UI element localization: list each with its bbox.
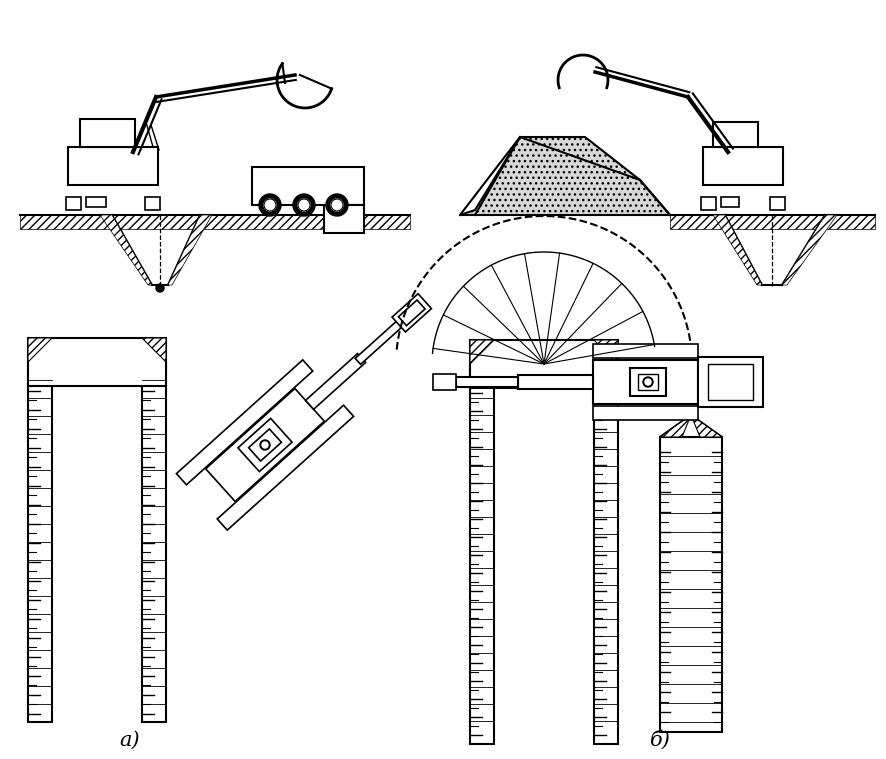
Bar bbox=[703, 147, 782, 185]
Bar bbox=[707, 364, 752, 400]
Circle shape bbox=[298, 199, 309, 211]
Bar bbox=[712, 122, 758, 147]
Bar bbox=[142, 362, 166, 722]
Bar bbox=[86, 197, 106, 207]
Bar bbox=[455, 377, 517, 387]
Circle shape bbox=[264, 199, 276, 211]
Bar bbox=[594, 364, 618, 744]
Bar bbox=[306, 354, 365, 409]
Bar bbox=[700, 197, 715, 210]
Polygon shape bbox=[781, 215, 836, 285]
Polygon shape bbox=[659, 415, 721, 437]
Polygon shape bbox=[690, 415, 721, 437]
Bar bbox=[629, 368, 665, 396]
Polygon shape bbox=[460, 137, 669, 215]
Bar bbox=[720, 197, 738, 207]
Bar bbox=[697, 357, 762, 407]
Bar bbox=[593, 344, 697, 358]
Bar bbox=[659, 437, 721, 732]
Circle shape bbox=[260, 440, 269, 450]
Bar bbox=[252, 167, 363, 205]
Polygon shape bbox=[142, 338, 166, 362]
Circle shape bbox=[259, 194, 281, 216]
Circle shape bbox=[261, 442, 268, 448]
Bar bbox=[323, 205, 363, 233]
Circle shape bbox=[330, 199, 343, 211]
Bar bbox=[144, 197, 159, 210]
Bar bbox=[470, 340, 618, 388]
Polygon shape bbox=[712, 215, 761, 285]
Polygon shape bbox=[669, 215, 874, 229]
Polygon shape bbox=[100, 215, 152, 285]
Bar bbox=[66, 197, 81, 210]
Bar bbox=[206, 389, 324, 502]
Bar bbox=[68, 147, 158, 185]
Circle shape bbox=[642, 377, 652, 387]
Bar bbox=[769, 197, 784, 210]
Bar bbox=[237, 418, 291, 471]
Bar bbox=[593, 360, 697, 404]
Bar bbox=[593, 406, 697, 420]
Polygon shape bbox=[20, 215, 409, 229]
Bar bbox=[217, 405, 354, 530]
Polygon shape bbox=[28, 338, 52, 362]
Bar bbox=[398, 300, 424, 326]
Bar bbox=[637, 374, 657, 390]
Circle shape bbox=[644, 379, 650, 385]
Bar bbox=[432, 374, 455, 390]
Bar bbox=[28, 338, 166, 386]
Text: а): а) bbox=[120, 730, 140, 749]
Polygon shape bbox=[594, 340, 618, 364]
Bar bbox=[392, 294, 431, 332]
Bar bbox=[470, 364, 494, 744]
Circle shape bbox=[292, 194, 315, 216]
Polygon shape bbox=[659, 415, 690, 437]
Bar bbox=[354, 318, 405, 364]
Polygon shape bbox=[167, 215, 212, 285]
Text: б): б) bbox=[649, 730, 670, 750]
Polygon shape bbox=[470, 340, 494, 364]
Circle shape bbox=[326, 194, 347, 216]
Circle shape bbox=[156, 284, 164, 292]
Bar bbox=[517, 375, 593, 389]
Bar bbox=[80, 119, 135, 147]
Bar bbox=[248, 429, 281, 461]
Bar bbox=[176, 360, 313, 485]
Bar bbox=[28, 362, 52, 722]
